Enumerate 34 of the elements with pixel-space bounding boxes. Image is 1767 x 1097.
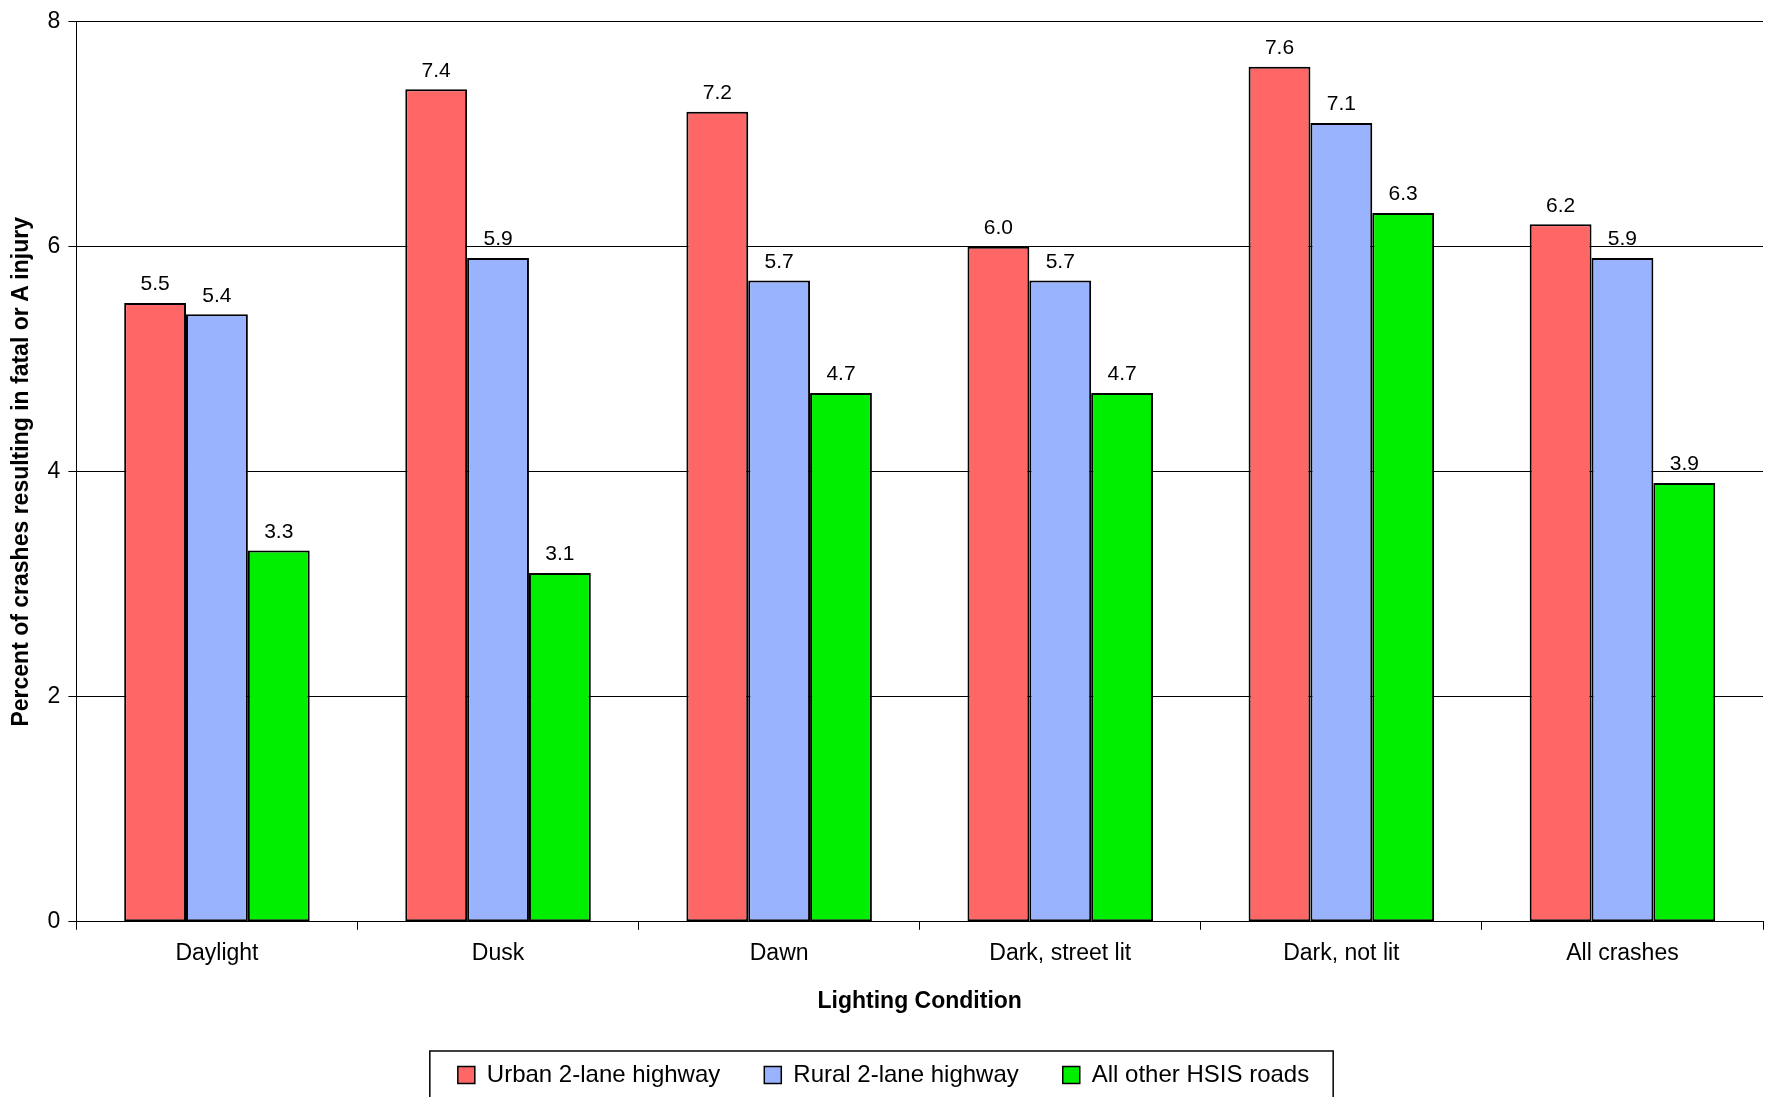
x-tick-label: Dark, not lit xyxy=(1283,938,1401,965)
data-label: 5.5 xyxy=(140,271,170,295)
y-tick-label: 2 xyxy=(47,682,61,709)
data-label: 5.4 xyxy=(202,282,232,306)
y-axis-title: Percent of crashes resulting in fatal or A injury xyxy=(7,216,34,727)
data-label: 3.1 xyxy=(545,541,575,565)
legend-label: Rural 2-lane highway xyxy=(793,1059,1019,1087)
data-label: 5.9 xyxy=(483,226,513,250)
y-tick-label: 8 xyxy=(47,7,61,34)
y-tick-label: 6 xyxy=(47,232,61,259)
x-axis-title: Lighting Condition xyxy=(817,986,1022,1013)
data-label: 4.7 xyxy=(1107,361,1137,385)
data-label: 7.4 xyxy=(421,57,452,81)
y-tick-label: 4 xyxy=(47,457,61,484)
data-label: 7.2 xyxy=(702,80,732,104)
data-label: 3.3 xyxy=(264,518,294,542)
x-tick-label: Dawn xyxy=(749,938,809,965)
data-label: 5.7 xyxy=(1045,248,1075,272)
x-tick-label: All crashes xyxy=(1566,938,1679,965)
data-label: 3.9 xyxy=(1669,451,1699,475)
x-tick-label: Dusk xyxy=(471,938,525,965)
data-label: 4.7 xyxy=(826,361,856,385)
data-label: 5.9 xyxy=(1607,226,1638,250)
data-label: 6.2 xyxy=(1546,192,1576,216)
x-tick-label: Dark, street lit xyxy=(989,938,1132,965)
data-label: 6.3 xyxy=(1388,181,1418,205)
legend-label: All other HSIS roads xyxy=(1091,1059,1310,1087)
data-label: 7.6 xyxy=(1264,35,1295,59)
y-tick-label: 0 xyxy=(47,907,61,934)
data-label: 7.1 xyxy=(1326,91,1356,115)
legend-label: Urban 2-lane highway xyxy=(486,1059,721,1087)
data-label: 6.0 xyxy=(983,215,1014,239)
x-tick-label: Daylight xyxy=(175,938,260,965)
data-label: 5.7 xyxy=(764,248,794,272)
